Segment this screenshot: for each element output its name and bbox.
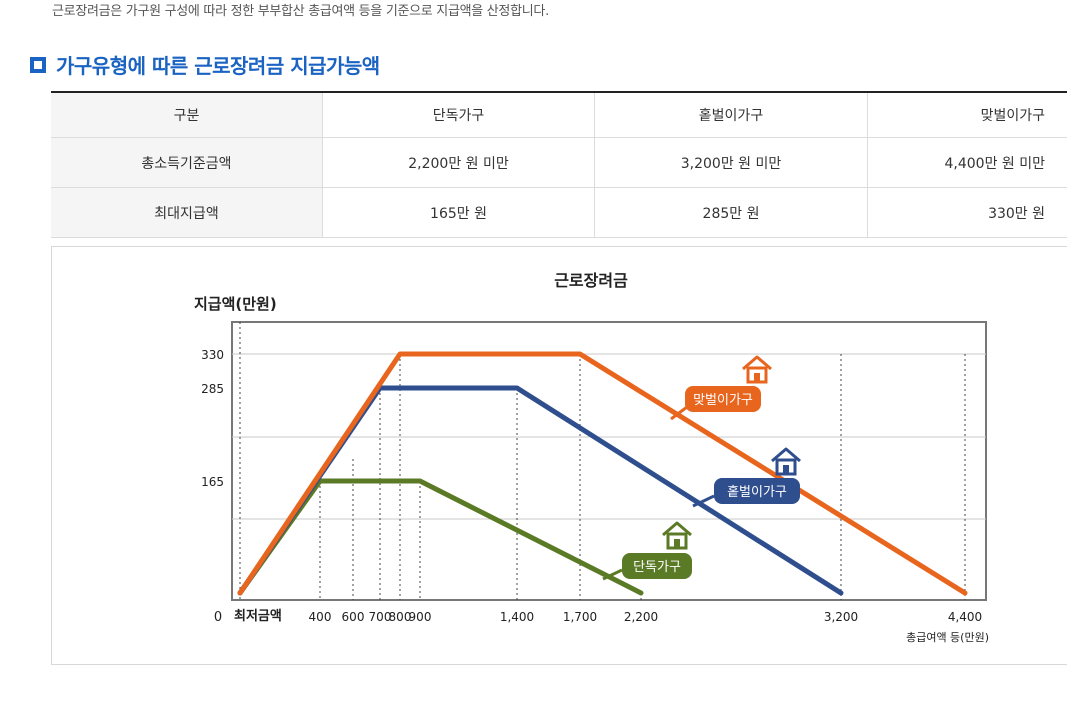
legend-label: 단독가구 [633,560,681,575]
intro-text: 근로장려금은 가구원 구성에 따라 정한 부부합산 총급여액 등을 기준으로 지… [52,4,549,19]
origin-label: 0 [214,610,222,625]
house-icon-door [754,373,760,382]
y-tick-label: 165 [201,475,224,489]
x-tick-label: 1,700 [563,610,597,624]
y-axis-label: 지급액(만원) [194,295,277,313]
table-cell: 285만 원 [594,187,868,238]
benefit-table: 구분 단독가구 홑벌이가구 맞벌이가구 총소득기준금액 2,200만 원 미만 … [51,91,1067,238]
table-cell: 3,200만 원 미만 [594,137,868,188]
x-axis-label: 총급여액 등(만원) [906,631,989,644]
section-heading: 가구유형에 따른 근로장려금 지급가능액 [30,50,380,79]
house-icon [742,355,772,371]
legend-label: 홑벌이가구 [727,485,787,500]
legend-tag [714,478,800,504]
x-tick-label: 600 [342,610,365,624]
x-tick-label: 800 [389,610,412,624]
y-tick-label: 285 [201,382,224,396]
x-tick-label: 2,200 [624,610,658,624]
house-icon-door [674,539,680,548]
table-row: 총소득기준금액 2,200만 원 미만 3,200만 원 미만 4,400만 원… [51,137,1067,188]
series-line [237,351,968,596]
table-cell: 4,400만 원 미만 [867,137,1067,188]
legend-tag [622,553,692,579]
x-tick-label: 900 [409,610,432,624]
legend-label: 맞벌이가구 [693,393,753,408]
table-header-row: 구분 단독가구 홑벌이가구 맞벌이가구 [51,91,1067,138]
x-tick-label: 1,400 [500,610,534,624]
table-cell: 165만 원 [322,187,595,238]
min-amount-label: 최저금액 [234,609,282,624]
table-header-cell: 홑벌이가구 [594,91,868,138]
table-header-cell: 맞벌이가구 [867,91,1067,138]
x-tick-label: 400 [309,610,332,624]
y-tick-label: 330 [201,348,224,362]
table-cell: 2,200만 원 미만 [322,137,595,188]
house-icon-door [783,465,789,474]
table-header-cell: 단독가구 [322,91,595,138]
table-header-cell: 구분 [51,91,323,138]
table-cell: 최대지급액 [51,187,323,238]
x-tick-label: 700 [369,610,392,624]
chart-svg: 근로장려금 지급액(만원) 총급여액 등(만원) 0 최저금액 165 285 33… [194,271,989,644]
chart-container: 근로장려금 지급액(만원) 총급여액 등(만원) 0 최저금액 165 285 33… [51,246,1067,665]
plot-area [231,321,987,601]
section-title: 가구유형에 따른 근로장려금 지급가능액 [56,54,380,78]
table-row: 최대지급액 165만 원 285만 원 330만 원 [51,187,1067,238]
house-icon [771,447,801,463]
table-cell: 330만 원 [867,187,1067,238]
x-tick-label: 3,200 [824,610,858,624]
square-bullet-icon [30,56,46,73]
x-tick-label: 4,400 [948,610,982,624]
legend-connector [692,494,715,508]
legend-tag [685,386,761,412]
legend-connector [602,568,623,581]
house-icon [662,521,692,537]
chart-title: 근로장려금 [554,271,628,290]
table-cell: 총소득기준금액 [51,137,323,188]
